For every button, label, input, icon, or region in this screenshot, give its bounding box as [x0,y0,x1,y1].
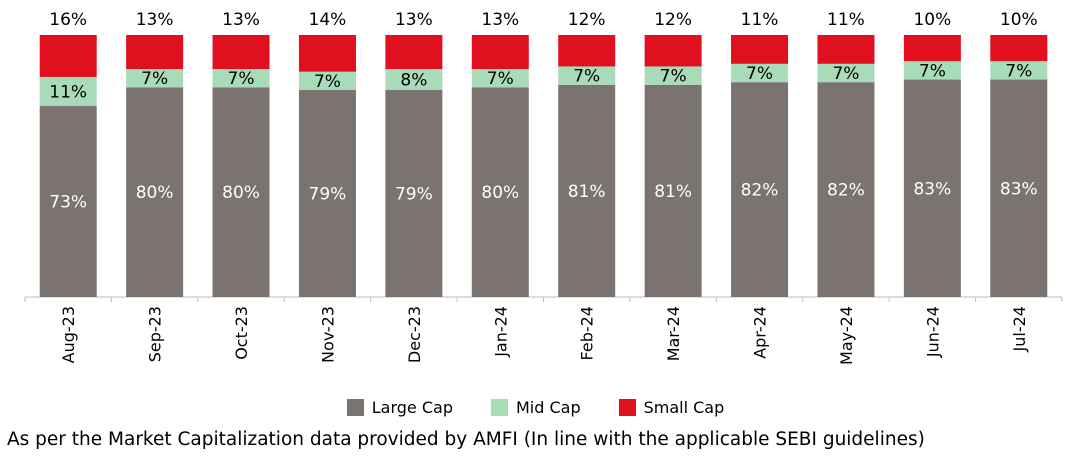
bar-mid-cap-nov-23 [298,71,356,91]
legend-swatch-small-cap [618,399,636,416]
data-label-small-cap-nov-23: 14% [309,10,347,30]
bar-large-cap-oct-23 [212,87,270,298]
data-label-mid-cap-oct-23: 7% [228,69,255,89]
bar-mid-cap-aug-23 [39,76,97,106]
bar-large-cap-jan-24 [471,87,529,298]
data-label-small-cap-sep-23: 13% [136,10,174,30]
footnote: As per the Market Capitalization data pr… [7,429,925,450]
data-label-large-cap-oct-23: 80% [222,183,260,203]
data-label-mid-cap-dec-23: 8% [400,71,427,91]
data-label-large-cap-jun-24: 83% [913,179,951,199]
data-label-small-cap-jul-24: 10% [1000,10,1038,30]
data-label-large-cap-jul-24: 83% [1000,179,1038,199]
bar-small-cap-mar-24 [644,35,702,67]
bar-large-cap-feb-24 [558,84,616,297]
bar-small-cap-jun-24 [903,35,961,62]
bar-small-cap-dec-23 [385,35,443,70]
bar-large-cap-mar-24 [644,84,702,297]
bar-large-cap-dec-23 [385,90,443,298]
data-label-large-cap-aug-23: 73% [49,192,87,212]
legend-label-small-cap: Small Cap [643,398,725,417]
bar-small-cap-feb-24 [558,35,616,67]
data-label-mid-cap-may-24: 7% [832,64,859,84]
bar-mid-cap-dec-23 [385,69,443,91]
data-label-large-cap-mar-24: 81% [654,182,692,202]
bar-large-cap-jul-24 [990,79,1048,297]
data-label-mid-cap-apr-24: 7% [746,64,773,84]
data-label-large-cap-dec-23: 79% [395,185,433,205]
legend-swatch-large-cap [346,399,364,416]
bar-small-cap-oct-23 [212,35,270,70]
legend-item-mid-cap: Mid Cap [490,398,581,417]
data-label-mid-cap-jun-24: 7% [919,61,946,81]
data-label-small-cap-oct-23: 13% [222,10,260,30]
bar-mid-cap-oct-23 [212,69,270,88]
data-label-small-cap-dec-23: 13% [395,10,433,30]
data-label-mid-cap-jan-24: 7% [487,69,514,89]
x-tick-label-jun-24: Jun-24 [923,306,942,358]
x-tick-label-jul-24: Jul-24 [1010,306,1029,352]
data-label-mid-cap-mar-24: 7% [660,67,687,87]
x-tick-label-sep-23: Sep-23 [146,306,165,362]
bar-mid-cap-feb-24 [558,66,616,85]
data-label-large-cap-feb-24: 81% [568,182,606,202]
bar-small-cap-jan-24 [471,35,529,70]
x-tick-label-feb-24: Feb-24 [578,306,597,360]
stacked-bar-chart: 73% 11% 16% Aug-23 80% 7% 13% Sep-23 80% 7% 13% Oct… [24,10,1063,365]
data-label-large-cap-sep-23: 80% [136,183,174,203]
data-label-small-cap-jan-24: 13% [481,10,519,30]
x-tick-label-nov-23: Nov-23 [318,306,337,363]
x-tick-label-mar-24: Mar-24 [664,306,683,361]
data-label-small-cap-apr-24: 11% [741,10,779,30]
x-tick-label-oct-23: Oct-23 [232,306,251,360]
bar-small-cap-may-24 [817,35,875,64]
bar-small-cap-apr-24 [731,35,789,64]
data-label-mid-cap-aug-23: 11% [49,82,87,102]
data-label-small-cap-may-24: 11% [827,10,865,30]
data-label-small-cap-aug-23: 16% [49,10,87,30]
bar-large-cap-jun-24 [903,79,961,297]
bar-large-cap-aug-23 [39,105,97,298]
legend-label-large-cap: Large Cap [371,398,453,417]
legend-label-mid-cap: Mid Cap [515,398,581,417]
bar-mid-cap-jun-24 [903,61,961,80]
bar-small-cap-sep-23 [126,35,184,70]
bar-small-cap-nov-23 [298,35,356,72]
x-tick-label-apr-24: Apr-24 [751,306,770,359]
data-label-large-cap-apr-24: 82% [741,181,779,201]
x-tick-label-dec-23: Dec-23 [405,306,424,363]
legend-swatch-mid-cap [490,399,508,416]
data-label-large-cap-nov-23: 79% [309,185,347,205]
data-label-mid-cap-nov-23: 7% [314,72,341,92]
bar-small-cap-aug-23 [39,35,97,77]
bar-mid-cap-jan-24 [471,69,529,88]
legend-item-small-cap: Small Cap [618,398,725,417]
bar-large-cap-sep-23 [126,87,184,298]
data-label-small-cap-mar-24: 12% [654,10,692,30]
legend-item-large-cap: Large Cap [346,398,453,417]
bar-mid-cap-may-24 [817,63,875,83]
bar-mid-cap-jul-24 [990,61,1048,80]
data-label-large-cap-may-24: 82% [827,181,865,201]
bar-mid-cap-sep-23 [126,69,184,88]
data-label-mid-cap-feb-24: 7% [573,67,600,87]
bar-mid-cap-apr-24 [731,63,789,83]
x-tick-label-aug-23: Aug-23 [59,306,78,363]
bar-large-cap-nov-23 [298,90,356,298]
data-label-mid-cap-sep-23: 7% [141,69,168,89]
data-label-small-cap-feb-24: 12% [568,10,606,30]
bar-large-cap-apr-24 [731,82,789,297]
bar-large-cap-may-24 [817,82,875,297]
x-tick-label-may-24: May-24 [837,306,856,365]
data-label-small-cap-jun-24: 10% [913,10,951,30]
data-label-mid-cap-jul-24: 7% [1005,61,1032,81]
data-label-large-cap-jan-24: 80% [481,183,519,203]
bar-mid-cap-mar-24 [644,66,702,85]
x-tick-label-jan-24: Jan-24 [491,306,510,358]
legend: Large Cap Mid Cap Small Cap [0,398,1071,417]
bar-small-cap-jul-24 [990,35,1048,62]
